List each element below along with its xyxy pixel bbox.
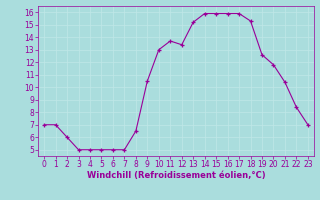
X-axis label: Windchill (Refroidissement éolien,°C): Windchill (Refroidissement éolien,°C)	[87, 171, 265, 180]
